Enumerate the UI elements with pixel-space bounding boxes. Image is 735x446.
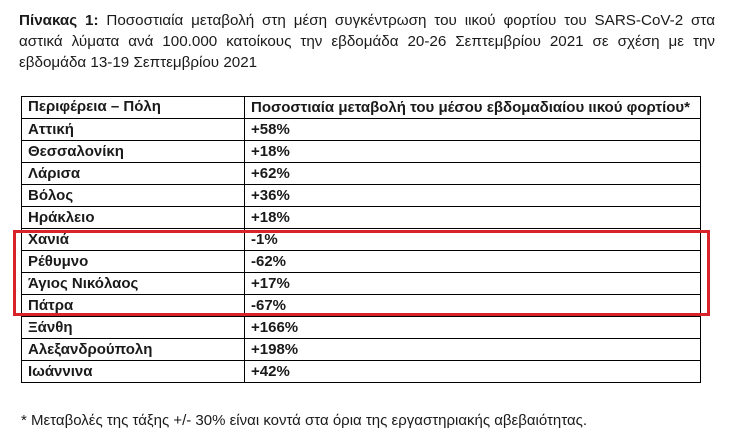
table-body: Αττική +58% Θεσσαλονίκη +18% Λάρισα +62%… [21, 118, 701, 383]
cell-region: Πάτρα [21, 294, 245, 317]
cell-change: +42% [244, 360, 701, 383]
table-row: Βόλος +36% [21, 184, 701, 207]
table-row-highlighted: Χανιά -1% [21, 228, 701, 251]
wastewater-table: Περιφέρεια – Πόλη Ποσοστιαία μεταβολή το… [21, 96, 701, 383]
cell-change: +58% [244, 118, 701, 141]
footnote: * Μεταβολές της τάξης +/- 30% είναι κοντ… [21, 412, 588, 429]
caption-lead: Πίνακας 1: [19, 12, 99, 29]
table-row-highlighted: Ρέθυμνο -62% [21, 250, 701, 273]
table-row: Αττική +58% [21, 118, 701, 141]
table-header-row: Περιφέρεια – Πόλη Ποσοστιαία μεταβολή το… [21, 96, 701, 119]
header-region: Περιφέρεια – Πόλη [21, 96, 245, 119]
cell-change: -62% [244, 250, 701, 273]
table-row: Θεσσαλονίκη +18% [21, 140, 701, 163]
table-row: Αλεξανδρούπολη +198% [21, 338, 701, 361]
cell-region: Αττική [21, 118, 245, 141]
table-row-highlighted: Άγιος Νικόλαος +17% [21, 272, 701, 295]
cell-change: +198% [244, 338, 701, 361]
caption-text: Ποσοστιαία μεταβολή στη μέση συγκέντρωση… [19, 12, 715, 71]
table-row: Ξάνθη +166% [21, 316, 701, 339]
cell-change: +18% [244, 140, 701, 163]
cell-region: Αλεξανδρούπολη [21, 338, 245, 361]
cell-change: -67% [244, 294, 701, 317]
cell-region: Ιωάννινα [21, 360, 245, 383]
cell-region: Ξάνθη [21, 316, 245, 339]
cell-change: +62% [244, 162, 701, 185]
cell-change: -1% [244, 228, 701, 251]
cell-region: Ρέθυμνο [21, 250, 245, 273]
header-change: Ποσοστιαία μεταβολή του μέσου εβδομαδιαί… [244, 96, 701, 119]
table-row-highlighted: Ηράκλειο +18% [21, 206, 701, 229]
cell-region: Ηράκλειο [21, 206, 245, 229]
table-row: Πάτρα -67% [21, 294, 701, 317]
cell-region: Βόλος [21, 184, 245, 207]
cell-change: +36% [244, 184, 701, 207]
cell-region: Άγιος Νικόλαος [21, 272, 245, 295]
table-caption: Πίνακας 1: Ποσοστιαία μεταβολή στη μέση … [19, 10, 715, 73]
cell-change: +18% [244, 206, 701, 229]
cell-region: Λάρισα [21, 162, 245, 185]
cell-change: +17% [244, 272, 701, 295]
table-row: Ιωάννινα +42% [21, 360, 701, 383]
table-row: Λάρισα +62% [21, 162, 701, 185]
cell-region: Χανιά [21, 228, 245, 251]
cell-region: Θεσσαλονίκη [21, 140, 245, 163]
cell-change: +166% [244, 316, 701, 339]
